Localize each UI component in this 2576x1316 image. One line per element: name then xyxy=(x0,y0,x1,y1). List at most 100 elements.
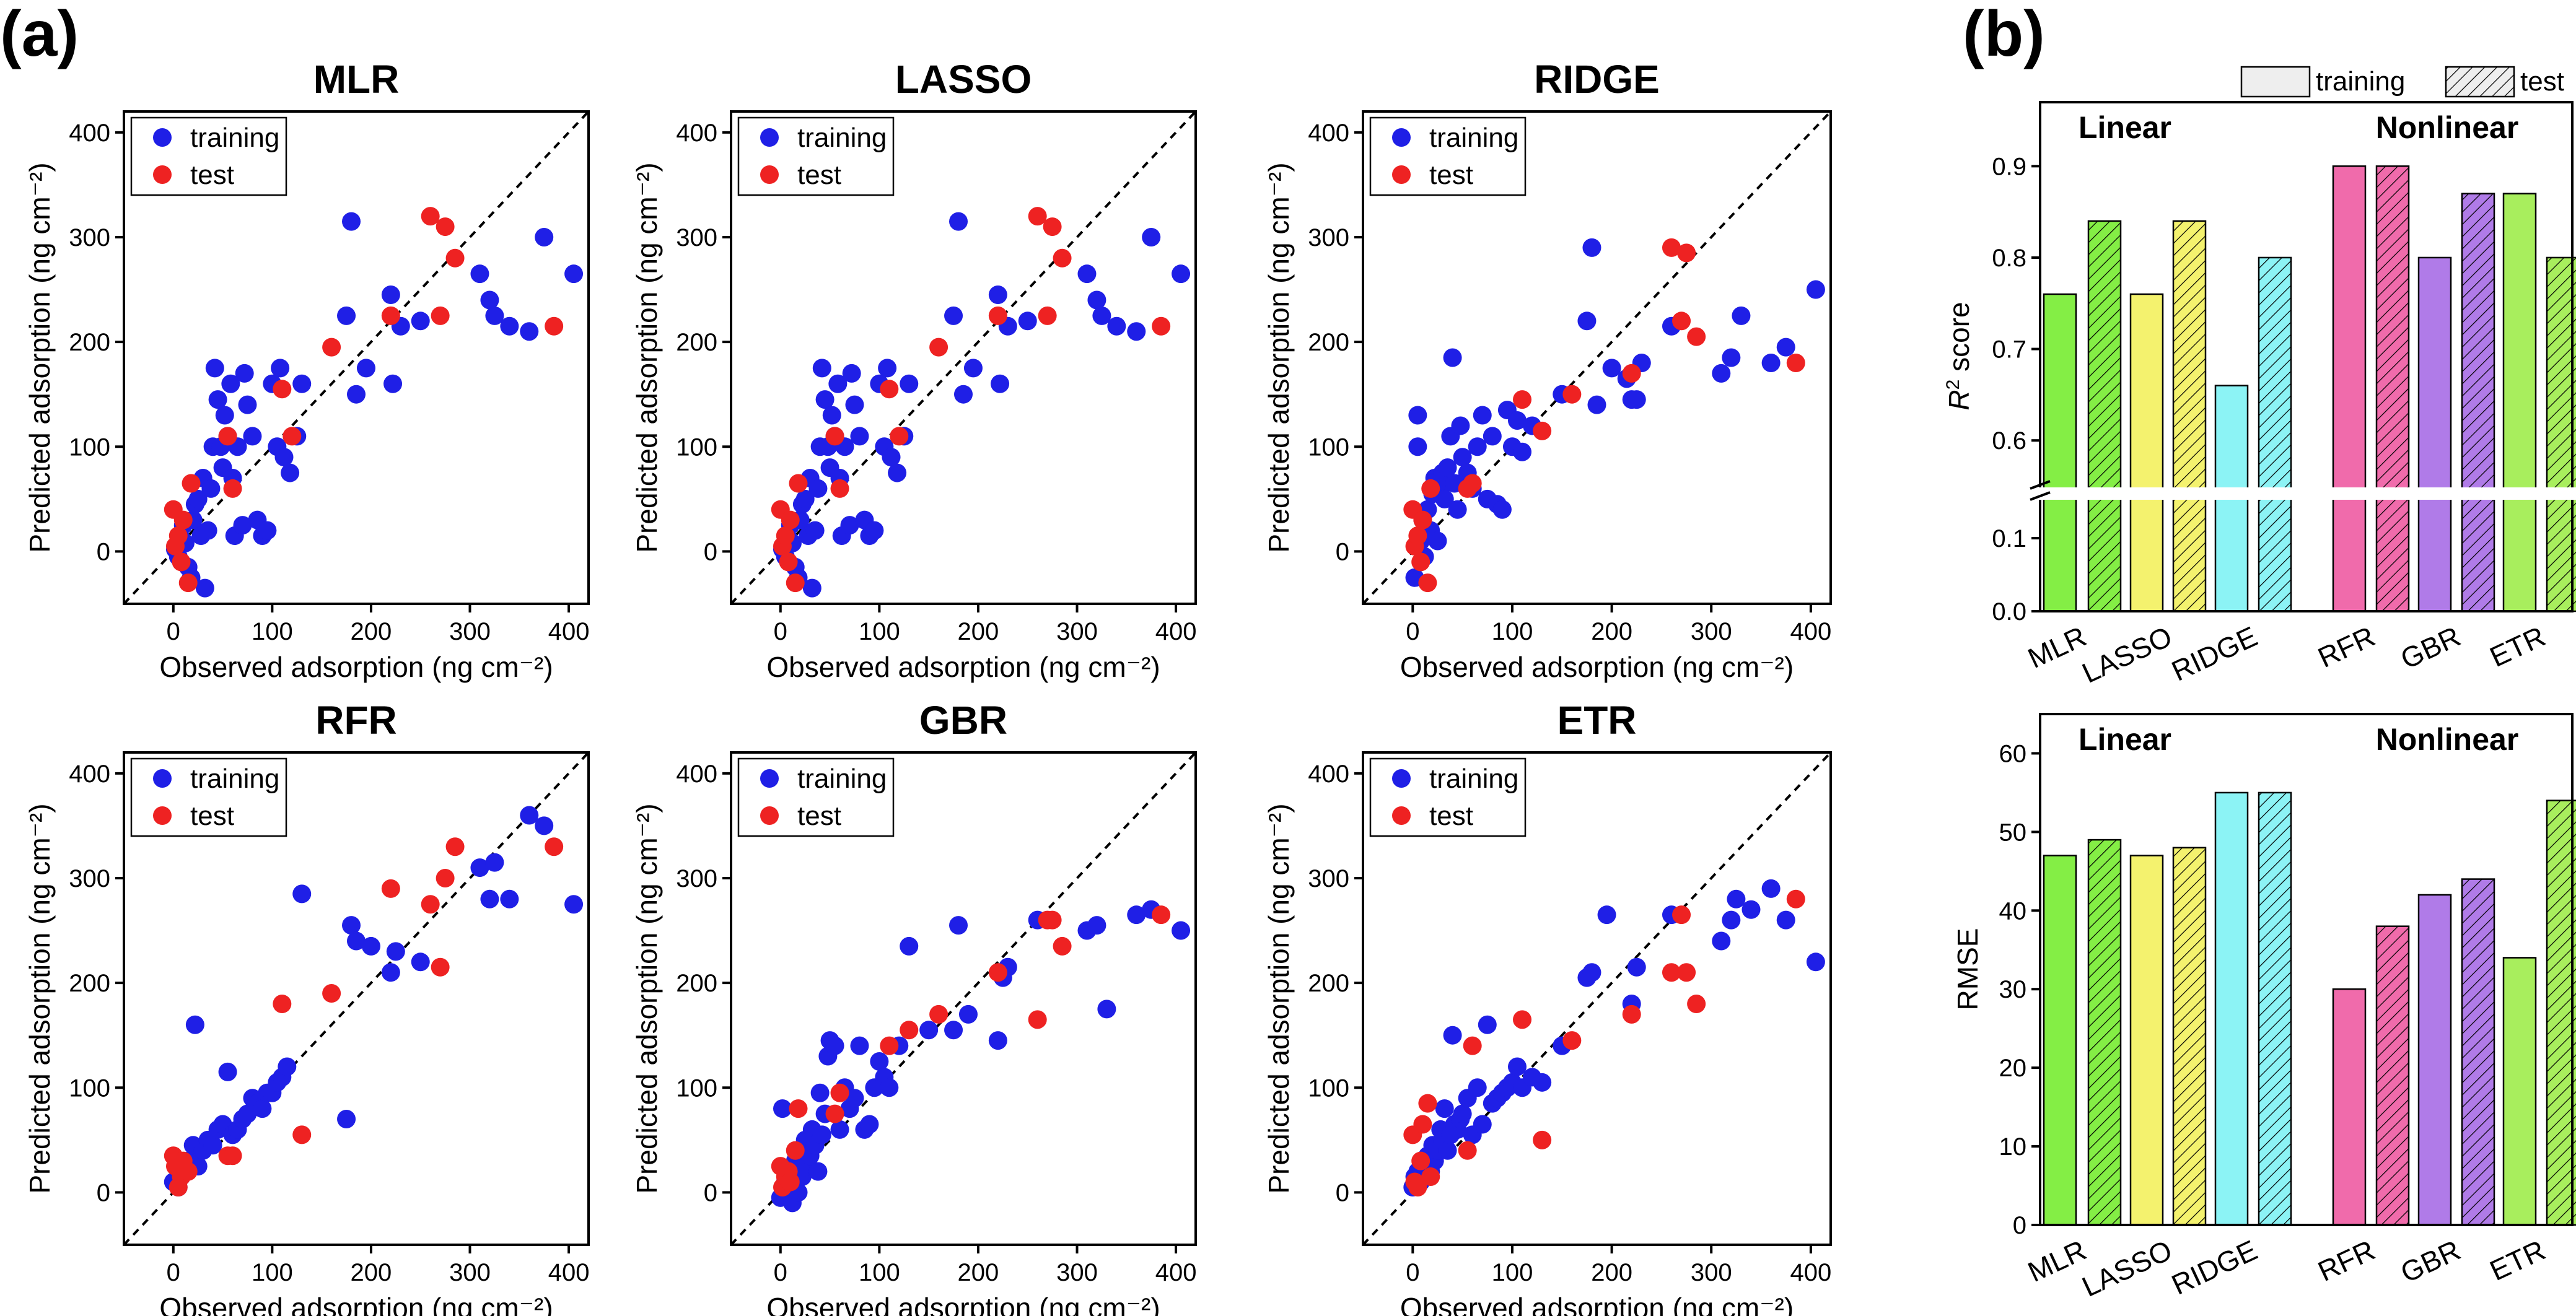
legend-label-training: training xyxy=(190,123,279,153)
y-tick-label: 0.8 xyxy=(1992,245,2026,272)
bar-training-lasso xyxy=(2129,293,2164,612)
test-point xyxy=(825,427,844,446)
training-point xyxy=(1727,889,1746,909)
legend-label-training: training xyxy=(1429,123,1518,153)
group-label-linear: Linear xyxy=(2079,110,2171,145)
training-point xyxy=(1712,931,1731,951)
training-point xyxy=(1741,900,1761,919)
bar-training-mlr xyxy=(2043,855,2077,1226)
training-point xyxy=(381,963,400,982)
legend-label-test: test xyxy=(1429,160,1473,190)
test-point xyxy=(436,217,455,237)
test-point xyxy=(789,1099,808,1118)
test-point xyxy=(880,1036,899,1055)
test-point xyxy=(1411,552,1430,572)
legend-marker-test xyxy=(153,806,172,825)
y-tick-label: 400 xyxy=(1308,760,1349,788)
training-point xyxy=(1513,442,1532,461)
training-point xyxy=(233,516,252,535)
x-tick-label: 200 xyxy=(958,618,999,645)
test-point xyxy=(421,895,440,914)
x-tick-label: 0 xyxy=(1406,1259,1419,1286)
x-tick-label: 0 xyxy=(774,618,787,645)
training-point xyxy=(201,479,221,498)
y-tick-label: 0.6 xyxy=(1992,427,2026,455)
training-point xyxy=(1587,395,1606,414)
training-point xyxy=(1127,905,1146,925)
training-point xyxy=(1435,489,1454,508)
y-tick-label: 0 xyxy=(704,1179,717,1206)
x-axis-label: Observed adsorption (ng cm⁻²) xyxy=(159,651,553,683)
y-axis-label: Predicted adsorption (ng cm⁻²) xyxy=(24,162,56,552)
training-point xyxy=(278,1057,297,1076)
training-point xyxy=(485,853,504,872)
y-tick-label: 0 xyxy=(97,538,110,565)
y-tick-label: 200 xyxy=(1308,970,1349,997)
y-tick-label: 300 xyxy=(69,224,110,251)
training-point xyxy=(480,290,499,310)
group-label-linear: Linear xyxy=(2079,722,2171,757)
bar-training-rfr xyxy=(2332,165,2367,612)
training-point xyxy=(520,322,539,341)
legend-label-training: training xyxy=(190,764,279,794)
training-point xyxy=(1761,879,1781,898)
category-label-rfr: RFR xyxy=(2313,620,2380,674)
test-point xyxy=(1421,1167,1440,1187)
training-point xyxy=(963,359,983,378)
training-point xyxy=(500,316,519,336)
training-point xyxy=(1627,390,1646,409)
training-point xyxy=(808,1162,828,1181)
y-tick-label: 300 xyxy=(1308,865,1349,892)
legend-marker-training xyxy=(760,769,779,788)
test-point xyxy=(431,306,450,325)
test-point xyxy=(1152,316,1171,336)
test-point xyxy=(880,380,899,399)
test-point xyxy=(1662,238,1681,257)
test-point xyxy=(1786,353,1805,372)
x-tick-label: 200 xyxy=(958,1259,999,1286)
training-point xyxy=(485,306,504,325)
x-tick-label: 200 xyxy=(351,1259,392,1286)
legend-label-test: test xyxy=(2520,66,2564,97)
test-point xyxy=(178,1162,198,1181)
training-point xyxy=(188,489,208,508)
x-tick-label: 300 xyxy=(449,618,491,645)
training-point xyxy=(383,374,403,393)
training-point xyxy=(888,463,907,482)
y-tick-label: 100 xyxy=(676,1074,717,1102)
y-tick-label: 200 xyxy=(1308,329,1349,356)
legend-marker-training xyxy=(1392,128,1411,147)
training-point xyxy=(470,264,489,284)
training-point xyxy=(880,1078,899,1097)
training-point xyxy=(1443,348,1462,367)
test-point xyxy=(1786,889,1805,909)
bar-test-hatch-mlr xyxy=(2088,840,2121,1225)
x-tick-label: 100 xyxy=(252,618,293,645)
training-point xyxy=(1408,406,1427,425)
training-point xyxy=(845,1089,864,1108)
scatter-chart-mlr: 0 100 200 300 400 0 100 200 300 400 MLR Observed ad… xyxy=(24,57,590,683)
axis-break-mark xyxy=(2030,491,2051,501)
test-point xyxy=(1677,963,1696,982)
x-tick-label: 100 xyxy=(859,1259,900,1286)
test-point xyxy=(1038,306,1057,325)
test-point xyxy=(900,1021,919,1040)
training-point xyxy=(1602,359,1621,378)
x-tick-label: 100 xyxy=(252,1259,293,1286)
panel-label-a: (a) xyxy=(0,0,79,70)
x-tick-label: 100 xyxy=(859,618,900,645)
test-point xyxy=(381,306,400,325)
x-tick-label: 400 xyxy=(1790,1259,1831,1286)
y-tick-label: 400 xyxy=(676,760,717,788)
training-point xyxy=(198,521,217,540)
training-point xyxy=(1438,1141,1457,1160)
training-point xyxy=(218,1062,237,1081)
training-point xyxy=(850,427,869,446)
x-tick-label: 0 xyxy=(167,1259,180,1286)
training-point xyxy=(1087,916,1106,935)
training-point xyxy=(470,858,489,878)
training-point xyxy=(337,306,356,325)
bar-test-hatch-ridge xyxy=(2259,257,2291,611)
training-point xyxy=(1473,406,1492,425)
